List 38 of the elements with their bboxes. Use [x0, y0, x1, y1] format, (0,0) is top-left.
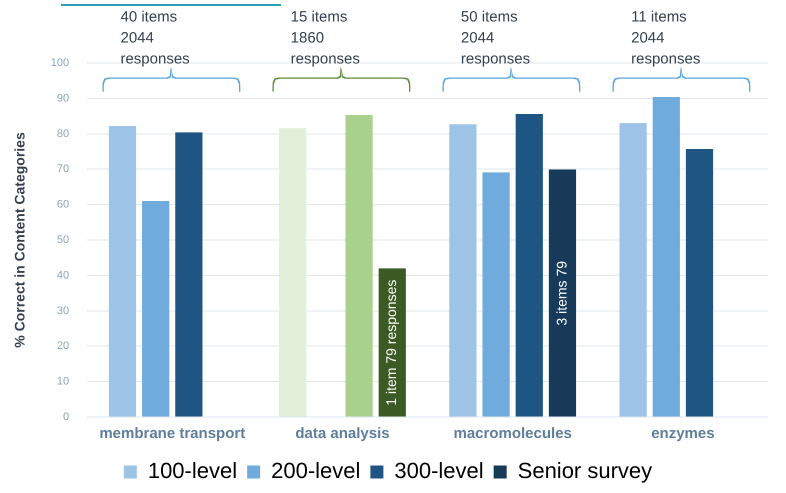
bar	[652, 96, 680, 416]
x-tick-label: enzymes	[651, 425, 715, 442]
annotation: 40 items 2044 responses	[120, 8, 190, 68]
bar	[620, 123, 647, 416]
y-tick-label: 40	[56, 269, 70, 282]
bar	[449, 124, 477, 416]
x-tick-label: data analysis	[295, 425, 390, 442]
y-tick-label: 50	[56, 234, 70, 246]
bar	[108, 126, 136, 416]
legend-label: 200-level	[271, 458, 360, 484]
y-tick-label: 0	[63, 411, 70, 424]
bar	[142, 201, 170, 416]
y-tick-label: 70	[56, 163, 70, 176]
bar	[279, 128, 306, 416]
bar	[345, 115, 373, 416]
y-tick-label: 90	[56, 92, 70, 104]
y-axis-title: % Correct in Content Categories	[11, 132, 28, 348]
y-tick-label: 80	[56, 128, 70, 140]
y-tick-label: 100	[50, 57, 70, 70]
bar	[175, 132, 202, 416]
y-tick-label: 10	[56, 376, 70, 388]
annotation: 1 item 79 responses	[383, 280, 400, 406]
y-tick-label: 30	[56, 304, 70, 317]
legend-label: Senior survey	[518, 458, 652, 484]
x-tick-label: macromolecules	[453, 425, 572, 442]
annotation: 3 items 79	[553, 260, 570, 326]
y-tick-label: 20	[56, 340, 70, 352]
y-tick-label: 60	[56, 198, 70, 211]
bar	[686, 149, 714, 416]
bar	[548, 170, 576, 416]
annotation: 15 items 1860 responses	[290, 8, 360, 68]
x-tick-label: membrane transport	[99, 425, 246, 442]
annotation: 11 items 2044 responses	[631, 8, 700, 68]
annotation: 50 items 2044 responses	[460, 8, 530, 68]
bar	[516, 114, 543, 416]
bar	[482, 172, 510, 416]
legend-label: 300-level	[394, 458, 484, 484]
legend-label: 100-level	[148, 458, 238, 484]
